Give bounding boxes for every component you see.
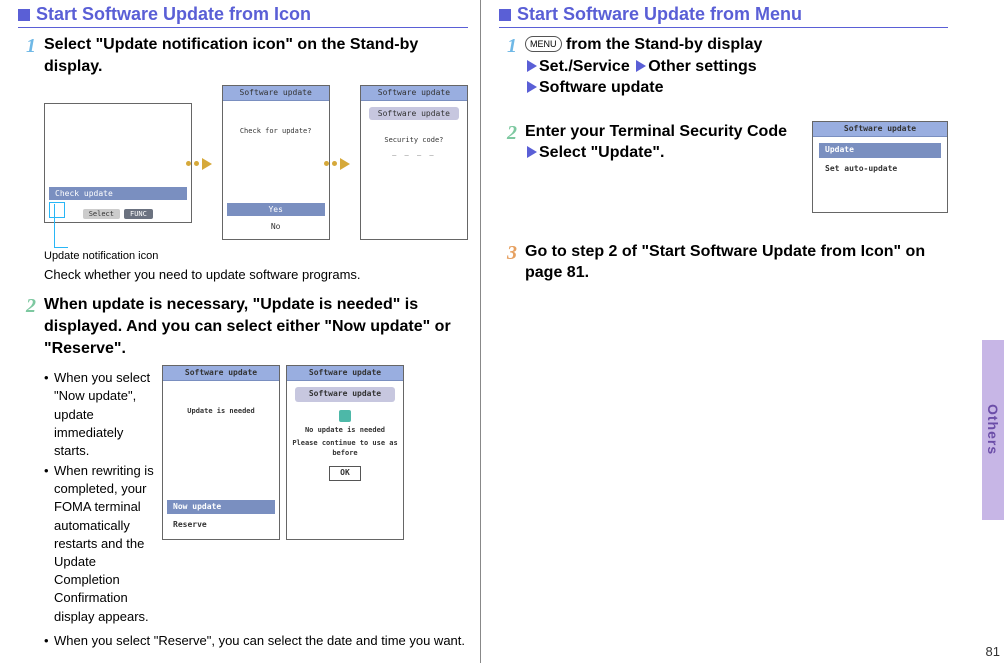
arrow-icon: [527, 146, 537, 158]
softkey-right: FUNC: [124, 209, 153, 219]
arrow-icon: [202, 158, 212, 170]
phone-screen-check: Software update Check for update? Yes No: [222, 85, 330, 240]
right-step-3: 3 Go to step 2 of "Start Software Update…: [499, 241, 948, 284]
screen-titlebar: Software update: [287, 366, 403, 381]
step-note: Check whether you need to update softwar…: [44, 266, 468, 284]
step-body: MENU from the Stand-by display Set./Serv…: [525, 34, 948, 99]
step-bullets: •When you select "Reserve", you can sele…: [44, 632, 468, 650]
callout-box: [49, 202, 65, 218]
step-number: 2: [499, 121, 525, 143]
left-step-1: 1 Select "Update notification icon" on t…: [18, 34, 468, 77]
right-column: Start Software Update from Menu 1 MENU f…: [480, 0, 960, 663]
heading-left: Start Software Update from Icon: [36, 4, 311, 25]
left-column: Start Software Update from Icon 1 Select…: [0, 0, 480, 663]
bullet-text: When you select "Now update", update imm…: [54, 369, 154, 460]
screen-option: Check update: [49, 187, 187, 200]
step-text: Software update: [539, 79, 663, 96]
section-heading-right: Start Software Update from Menu: [499, 4, 948, 28]
phone-screen-update-needed: Software update Update is needed Now upd…: [162, 365, 280, 540]
screen-titlebar: Software update: [361, 86, 467, 101]
step-number: 2: [18, 294, 44, 316]
section-heading-left: Start Software Update from Icon: [18, 4, 468, 28]
arrow-icon: [527, 60, 537, 72]
screen-text: Please continue to use as before: [291, 439, 399, 458]
screen-option: No: [227, 220, 325, 233]
info-icon: [339, 410, 351, 422]
ok-button: OK: [329, 466, 361, 481]
left-step2-screens: Software update Update is needed Now upd…: [162, 365, 404, 540]
arrow-icon: [636, 60, 646, 72]
step-body: Go to step 2 of "Start Software Update f…: [525, 241, 948, 284]
callout-caption: Update notification icon: [44, 250, 468, 262]
screen-text: No update is needed: [305, 426, 385, 435]
screen-option: Now update: [167, 500, 275, 515]
step-text: Set./Service: [539, 58, 630, 75]
screen-option: Yes: [227, 203, 325, 216]
screen-subtitle: Software update: [369, 107, 459, 120]
step-number: 1: [18, 34, 44, 56]
step-bullets: •When you select "Now update", update im…: [44, 369, 154, 628]
left-step1-screens: Check update Select FUNC Software update…: [44, 85, 468, 240]
page-number: 81: [986, 644, 1000, 659]
right-step-1: 1 MENU from the Stand-by display Set./Se…: [499, 34, 948, 99]
screen-text: Security code?: [384, 136, 443, 144]
bullet-text: When rewriting is completed, your FOMA t…: [54, 462, 154, 626]
screen-option: Update: [819, 143, 941, 158]
right-step-2: 2 Enter your Terminal Security Code Sele…: [499, 121, 948, 213]
left-step-2: 2 When update is necessary, "Update is n…: [18, 294, 468, 652]
heading-bullet-icon: [18, 9, 30, 21]
phone-screen-no-update: Software update Software update No updat…: [286, 365, 404, 540]
step-text: Other settings: [648, 58, 756, 75]
screen-titlebar: Software update: [223, 86, 329, 101]
step-text: When update is necessary, "Update is nee…: [44, 296, 451, 356]
screen-titlebar: Software update: [813, 122, 947, 137]
step-number: 3: [499, 241, 525, 263]
step-text: Select "Update".: [539, 144, 664, 161]
heading-bullet-icon: [499, 9, 511, 21]
step-number: 1: [499, 34, 525, 56]
screen-text: Update is needed: [187, 407, 254, 416]
softkey-left: Select: [83, 209, 120, 219]
screen-option: Reserve: [167, 518, 275, 533]
screen-subtitle: Software update: [295, 387, 394, 402]
step-body: When update is necessary, "Update is nee…: [44, 294, 468, 652]
screen-titlebar: Software update: [163, 366, 279, 381]
step-text: Enter your Terminal Security Code: [525, 123, 787, 140]
arrow-icon: [340, 158, 350, 170]
phone-screen-menu: Software update Update Set auto-update: [812, 121, 948, 213]
side-tab-label: Others: [985, 404, 1001, 455]
screen-text: Check for update?: [240, 127, 312, 135]
step-body: Select "Update notification icon" on the…: [44, 34, 468, 77]
phone-screen-security: Software update Software update Security…: [360, 85, 468, 240]
bullet-text: When you select "Reserve", you can selec…: [54, 632, 465, 650]
arrow-icon: [527, 81, 537, 93]
step-body: Enter your Terminal Security Code Select…: [525, 121, 948, 213]
screen-text: _ _ _ _: [392, 148, 436, 156]
screen-option: Set auto-update: [819, 162, 941, 177]
side-tab: Others: [982, 340, 1004, 520]
step-text: from the Stand-by display: [562, 36, 763, 53]
heading-right: Start Software Update from Menu: [517, 4, 802, 25]
menu-key-icon: MENU: [525, 36, 562, 52]
